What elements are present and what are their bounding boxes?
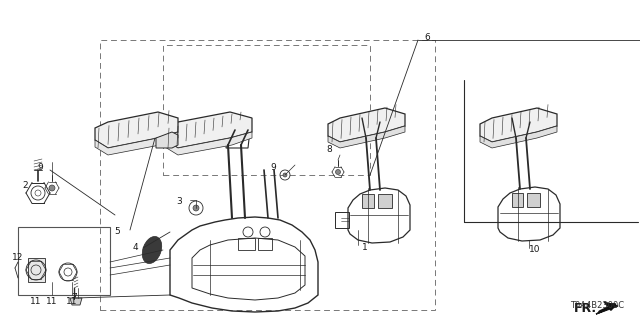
Circle shape	[49, 185, 55, 191]
Text: 8: 8	[326, 146, 332, 155]
Polygon shape	[70, 298, 82, 305]
Text: 6: 6	[424, 34, 429, 43]
Ellipse shape	[142, 236, 162, 263]
Text: 11: 11	[67, 298, 77, 307]
Text: T0A4B2300C: T0A4B2300C	[570, 301, 624, 310]
Circle shape	[193, 205, 199, 211]
Polygon shape	[165, 112, 252, 148]
Bar	[163, 45, 370, 175]
Polygon shape	[512, 193, 523, 207]
Polygon shape	[362, 194, 374, 208]
Polygon shape	[328, 108, 405, 142]
Bar	[18, 227, 110, 295]
Circle shape	[335, 170, 340, 174]
Text: 9: 9	[270, 164, 276, 172]
Polygon shape	[328, 126, 405, 148]
Polygon shape	[378, 194, 392, 208]
Text: 7: 7	[71, 292, 77, 301]
Text: 2: 2	[22, 180, 28, 189]
Text: FR.: FR.	[574, 301, 597, 315]
Text: 9: 9	[37, 164, 43, 172]
Text: 1: 1	[362, 244, 368, 252]
Text: 10: 10	[529, 245, 541, 254]
Text: 12: 12	[12, 253, 24, 262]
Polygon shape	[165, 132, 252, 155]
Polygon shape	[95, 112, 178, 148]
Polygon shape	[156, 132, 178, 148]
Polygon shape	[480, 108, 557, 142]
Circle shape	[283, 173, 287, 177]
Polygon shape	[527, 193, 540, 207]
Polygon shape	[95, 132, 178, 155]
Polygon shape	[596, 302, 618, 314]
Text: 11: 11	[46, 298, 58, 307]
Bar	[100, 40, 435, 310]
Polygon shape	[28, 258, 45, 282]
Text: 4: 4	[132, 244, 138, 252]
Text: 11: 11	[30, 298, 42, 307]
Text: 5: 5	[115, 228, 120, 236]
Text: 3: 3	[176, 197, 182, 206]
Polygon shape	[480, 126, 557, 148]
